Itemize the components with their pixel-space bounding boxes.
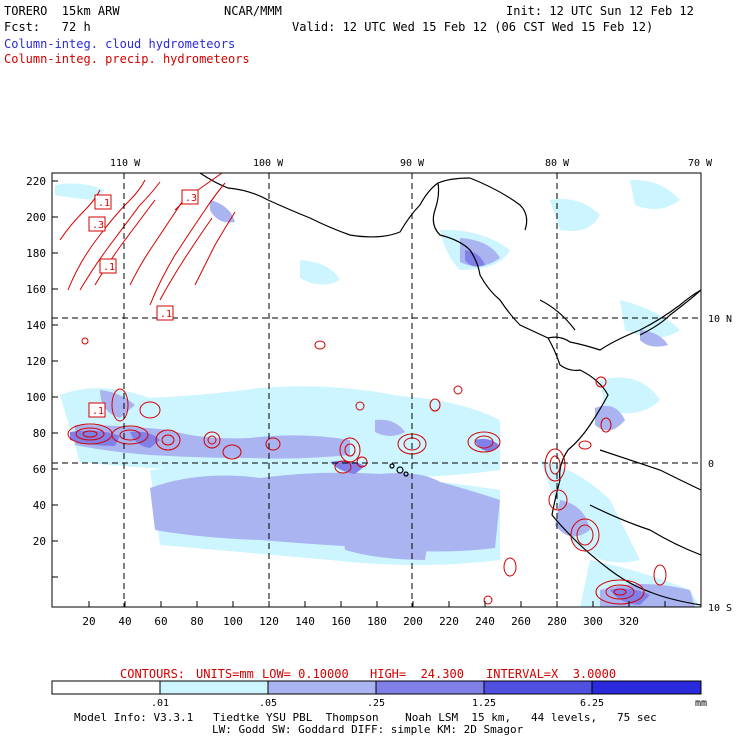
x-tick-labels: 20 40 60 80 100 120 140 160 180 200 220 … xyxy=(82,615,639,628)
svg-text:80: 80 xyxy=(190,615,203,628)
svg-text:mm: mm xyxy=(695,698,707,709)
svg-text:40: 40 xyxy=(118,615,131,628)
svg-text:40: 40 xyxy=(33,499,46,512)
svg-text:110 W: 110 W xyxy=(110,158,141,169)
init-time: Init: 12 UTC Sun 12 Feb 12 xyxy=(506,4,694,18)
svg-text:.3: .3 xyxy=(185,193,197,204)
svg-text:300: 300 xyxy=(583,615,603,628)
colorbar xyxy=(51,680,702,695)
svg-text:220: 220 xyxy=(26,175,46,188)
high-label: HIGH= 24.300 xyxy=(370,667,464,681)
svg-text:70 W: 70 W xyxy=(688,158,713,169)
svg-text:160: 160 xyxy=(26,283,46,296)
low-label: LOW= 0.10000 xyxy=(262,667,349,681)
axis-ticks xyxy=(52,180,666,607)
units-label: UNITS=mm xyxy=(196,667,254,681)
svg-text:160: 160 xyxy=(331,615,351,628)
svg-text:180: 180 xyxy=(367,615,387,628)
colorbar-labels: .01 .05 .25 1.25 6.25 mm xyxy=(151,698,707,709)
svg-text:.1: .1 xyxy=(103,262,115,273)
svg-text:100 W: 100 W xyxy=(253,158,284,169)
svg-text:260: 260 xyxy=(511,615,531,628)
svg-text:80 W: 80 W xyxy=(545,158,570,169)
contour-box-labels: .1 .3 .3 .1 .1 .1 xyxy=(88,189,199,418)
contours-label: CONTOURS: xyxy=(120,667,186,681)
svg-text:.1: .1 xyxy=(92,406,104,417)
valid-time: Valid: 12 UTC Wed 15 Feb 12 (06 CST Wed … xyxy=(292,20,654,34)
svg-text:200: 200 xyxy=(403,615,423,628)
svg-text:.25: .25 xyxy=(367,698,385,709)
svg-text:90 W: 90 W xyxy=(400,158,425,169)
lat-labels: 10 N 0 10 S xyxy=(708,314,732,614)
forecast-hour: Fcst: 72 h xyxy=(4,20,91,34)
svg-text:100: 100 xyxy=(26,391,46,404)
svg-text:.1: .1 xyxy=(160,309,172,320)
svg-text:.01: .01 xyxy=(151,698,169,709)
svg-text:180: 180 xyxy=(26,247,46,260)
svg-text:60: 60 xyxy=(33,463,46,476)
lon-labels: 110 W 100 W 90 W 80 W 70 W xyxy=(110,158,713,169)
svg-text:60: 60 xyxy=(154,615,167,628)
svg-text:20: 20 xyxy=(33,535,46,548)
svg-text:.1: .1 xyxy=(98,198,110,209)
svg-text:140: 140 xyxy=(295,615,315,628)
svg-text:1.25: 1.25 xyxy=(472,698,496,709)
svg-text:0: 0 xyxy=(708,459,714,470)
svg-text:20: 20 xyxy=(82,615,95,628)
svg-text:80: 80 xyxy=(33,427,46,440)
graticule xyxy=(52,173,701,607)
svg-text:.3: .3 xyxy=(92,220,104,231)
model-title: TORERO 15km ARW xyxy=(4,4,120,18)
precip-field-title: Column-integ. precip. hydrometeors xyxy=(4,52,250,66)
svg-text:10 S: 10 S xyxy=(708,603,732,614)
model-info-line1: Model Info: V3.3.1 Tiedtke YSU PBL Thomp… xyxy=(74,711,657,724)
svg-text:220: 220 xyxy=(439,615,459,628)
svg-text:140: 140 xyxy=(26,319,46,332)
svg-text:100: 100 xyxy=(223,615,243,628)
cloud-shading xyxy=(55,179,700,607)
svg-text:120: 120 xyxy=(26,355,46,368)
svg-text:120: 120 xyxy=(259,615,279,628)
svg-text:200: 200 xyxy=(26,211,46,224)
svg-text:6.25: 6.25 xyxy=(580,698,604,709)
svg-text:10 N: 10 N xyxy=(708,314,732,325)
cloud-field-title: Column-integ. cloud hydrometeors xyxy=(4,37,236,51)
model-info-line2: LW: Godd SW: Goddard DIFF: simple KM: 2D… xyxy=(212,723,524,736)
svg-text:.05: .05 xyxy=(259,698,277,709)
svg-text:240: 240 xyxy=(475,615,495,628)
coastlines xyxy=(199,173,701,606)
svg-text:320: 320 xyxy=(619,615,639,628)
interval-label: INTERVAL=X 3.0000 xyxy=(486,667,617,681)
org-label: NCAR/MMM xyxy=(224,4,282,18)
y-tick-labels: 220 200 180 160 140 120 100 80 60 40 20 xyxy=(26,175,46,548)
svg-text:280: 280 xyxy=(547,615,567,628)
